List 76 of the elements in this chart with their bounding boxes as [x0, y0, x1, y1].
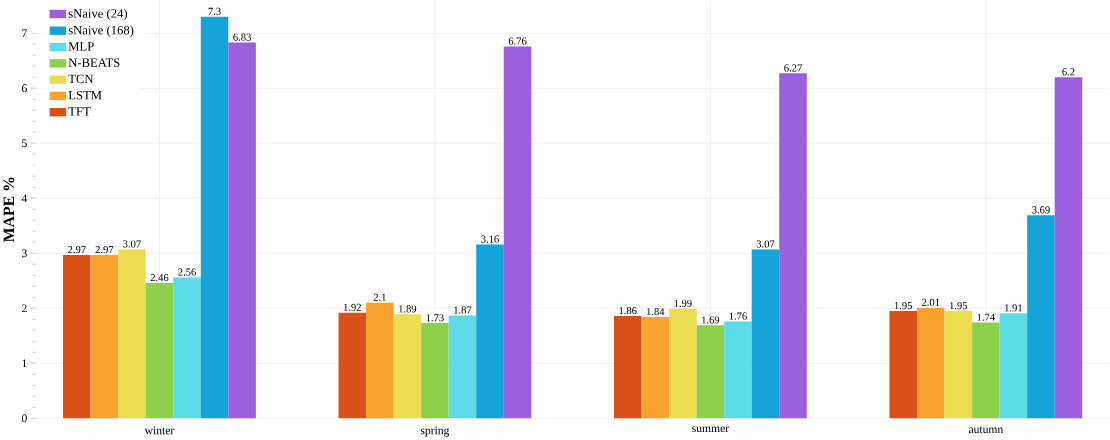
- y-tick-label: 7: [22, 29, 27, 37]
- data-label: 1.91: [1005, 304, 1022, 312]
- x-tick-label: spring: [420, 426, 450, 437]
- data-label: 1.69: [702, 316, 720, 324]
- legend-label: sNaive (168): [68, 25, 134, 37]
- x-tick-label: summer: [692, 426, 729, 432]
- bar: [173, 277, 201, 419]
- data-label: 2.01: [921, 298, 940, 306]
- bar: [972, 322, 1000, 419]
- bar: [779, 73, 807, 419]
- bar: [118, 249, 146, 419]
- data-label: 2.46: [150, 273, 169, 282]
- bar: [944, 310, 973, 419]
- x-tick-label: autumn: [968, 426, 1004, 434]
- data-label: 3.07: [756, 240, 775, 248]
- data-label: 1.76: [729, 312, 747, 320]
- bar: [613, 315, 642, 419]
- bar: [1054, 77, 1083, 419]
- bar: [916, 307, 945, 419]
- y-axis-title: MAPE %: [3, 177, 15, 243]
- bar: [90, 254, 119, 419]
- legend-label: N-BEATS: [68, 58, 120, 67]
- data-label: 1.95: [894, 302, 913, 310]
- data-label: 1.95: [950, 302, 968, 310]
- data-label: 1.89: [399, 305, 417, 313]
- data-label: 6.2: [1062, 68, 1075, 76]
- legend-label: TCN: [68, 74, 94, 84]
- bar: [889, 310, 917, 419]
- legend-label: MLP: [68, 42, 94, 51]
- bar: [228, 42, 256, 419]
- bar: [421, 323, 449, 419]
- data-label: 3.69: [1032, 206, 1050, 214]
- y-tick-label: 6: [21, 84, 27, 93]
- data-label: 2.56: [178, 268, 196, 276]
- data-label: 6.83: [233, 33, 251, 41]
- data-label: 1.84: [646, 308, 665, 316]
- data-label: 2.1: [373, 293, 386, 301]
- bar: [503, 46, 532, 419]
- bar: [669, 308, 697, 419]
- bar: [448, 315, 477, 419]
- bar: [641, 316, 670, 419]
- y-tick-label: 1: [22, 359, 27, 368]
- bar: [145, 282, 174, 419]
- data-label: 1.86: [619, 306, 637, 315]
- data-label: 1.74: [977, 313, 995, 321]
- data-label: 3.07: [123, 240, 141, 248]
- data-label: 6.76: [508, 37, 527, 45]
- bar: [696, 325, 725, 419]
- data-label: 7.3: [208, 7, 221, 15]
- y-tick-label: 3: [22, 249, 27, 258]
- data-label: 1.87: [454, 306, 472, 314]
- bar: [393, 314, 422, 419]
- data-label: 1.99: [674, 299, 692, 307]
- data-label: 1.73: [426, 314, 444, 322]
- data-label: 6.27: [784, 64, 802, 72]
- y-tick-label: 5: [22, 139, 27, 147]
- legend-label: TFT: [68, 107, 91, 116]
- bar: [751, 249, 780, 419]
- y-tick-label: 0: [21, 414, 27, 423]
- x-tick-label: winter: [144, 426, 175, 435]
- legend-label: LSTM: [68, 90, 102, 100]
- bar: [724, 321, 752, 419]
- y-tick-label: 2: [21, 304, 27, 313]
- legend-label: sNaive (24): [68, 8, 128, 21]
- data-label: 3.16: [481, 235, 499, 243]
- bar: [200, 16, 229, 419]
- bar: [63, 254, 91, 419]
- bar: [476, 244, 504, 419]
- bar: [338, 312, 367, 419]
- data-label: 2.97: [95, 245, 114, 254]
- data-label: 2.97: [68, 245, 86, 254]
- y-tick-label: 4: [21, 194, 28, 202]
- data-label: 1.92: [343, 303, 361, 311]
- bar: [366, 302, 394, 419]
- bar: [1027, 215, 1055, 419]
- bar: [999, 313, 1028, 419]
